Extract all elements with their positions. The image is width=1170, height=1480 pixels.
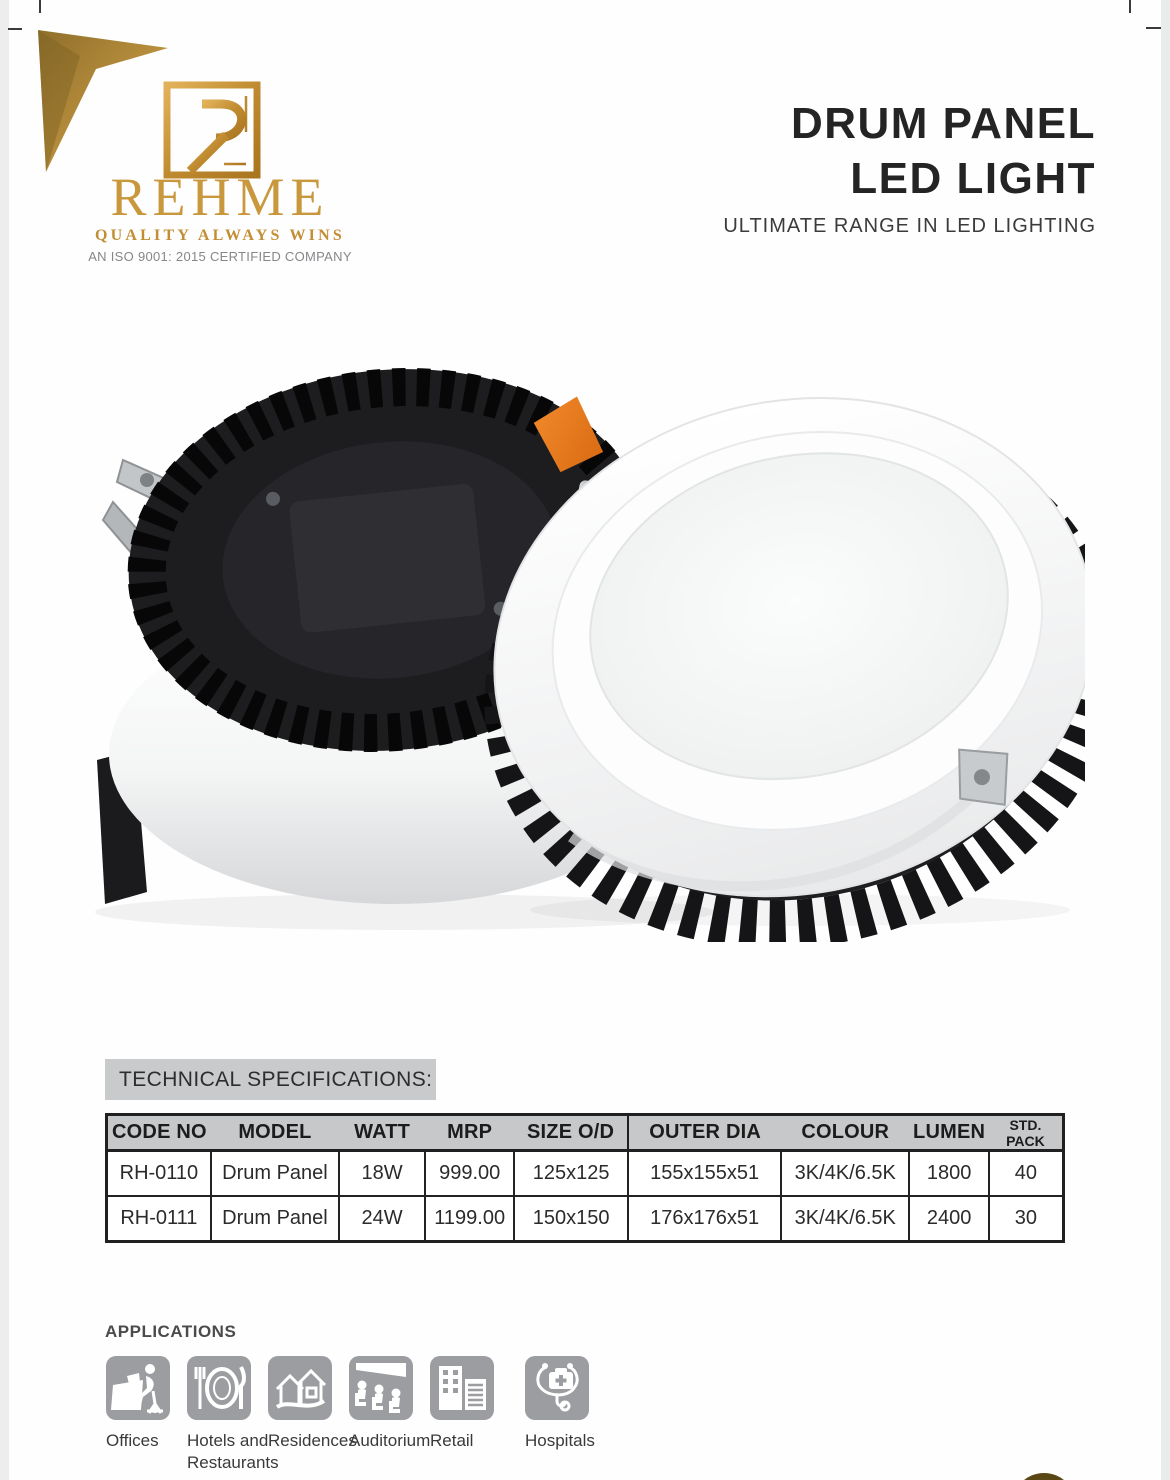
spec-cell: 155x155x51 <box>627 1149 783 1197</box>
applications-section: APPLICATIONS Offices <box>105 1322 825 1480</box>
product-title-line2: LED LIGHT <box>850 154 1096 203</box>
application-offices: Offices <box>105 1355 171 1480</box>
product-subtitle: ULTIMATE RANGE IN LED LIGHTING <box>723 215 1096 237</box>
auditorium-seats-icon <box>349 1356 413 1420</box>
spec-cell: RH-0110 <box>105 1149 212 1197</box>
crop-mark <box>1129 0 1131 13</box>
office-desk-icon <box>106 1356 170 1420</box>
table-row: RH-0111 Drum Panel 24W 1199.00 150x150 1… <box>105 1195 1065 1243</box>
crop-mark <box>1146 27 1161 29</box>
table-header-row: CODE NO MODEL WATT MRP SIZE O/D OUTER DI… <box>106 1114 1064 1152</box>
spec-cell: 150x150 <box>513 1195 630 1243</box>
product-title-line1: DRUM PANEL <box>790 99 1096 148</box>
applications-heading: APPLICATIONS <box>105 1322 237 1341</box>
retail-buildings-icon <box>430 1356 494 1420</box>
spec-cell: 1800 <box>908 1149 990 1197</box>
spec-cell: 1199.00 <box>424 1195 516 1243</box>
spec-cell: 3K/4K/6.5K <box>780 1149 911 1197</box>
spec-cell: Drum Panel <box>209 1195 341 1243</box>
specs-heading: TECHNICAL SPECIFICATIONS: <box>105 1059 436 1100</box>
spec-cell: RH-0111 <box>105 1195 212 1243</box>
gold-circle-graphic <box>1012 1473 1076 1480</box>
table-row: RH-0110 Drum Panel 18W 999.00 125x125 15… <box>105 1149 1065 1197</box>
spec-column-header: COLOUR <box>781 1114 910 1152</box>
stethoscope-icon <box>525 1356 589 1420</box>
application-label: Auditorium <box>349 1431 431 1450</box>
application-label: Hotels and Restaurants <box>187 1431 279 1473</box>
rehme-monogram-icon <box>163 81 261 179</box>
product-photo <box>95 368 1085 942</box>
spec-column-header: CODE NO <box>106 1114 211 1152</box>
crop-mark <box>39 0 41 13</box>
spec-column-header: SIZE O/D <box>514 1114 629 1152</box>
application-residences: Residences <box>267 1355 357 1480</box>
application-hotels-restaurants: Hotels and Restaurants <box>186 1355 279 1480</box>
spec-column-header: OUTER DIA <box>627 1114 782 1152</box>
houses-icon <box>268 1356 332 1420</box>
specifications-table: CODE NO MODEL WATT MRP SIZE O/D OUTER DI… <box>105 1113 1065 1243</box>
scan-edge-left <box>0 0 9 1480</box>
spec-cell: 30 <box>987 1195 1065 1243</box>
brand-name: REHME <box>110 167 330 227</box>
spec-cell: 176x176x51 <box>627 1195 783 1243</box>
spec-column-header: WATT <box>339 1114 426 1152</box>
application-label: Residences <box>268 1431 357 1450</box>
spec-cell: 24W <box>338 1195 427 1243</box>
spec-cell: 3K/4K/6.5K <box>780 1195 911 1243</box>
spec-cell: 2400 <box>908 1195 990 1243</box>
crop-mark <box>8 28 22 30</box>
spec-cell: 125x125 <box>513 1149 630 1197</box>
application-auditorium: Auditorium <box>348 1355 430 1480</box>
spec-column-header: MRP <box>425 1114 515 1152</box>
led-fixture-front-view <box>484 396 1085 942</box>
spec-column-header: STD. PACK <box>988 1114 1064 1152</box>
spec-cell: 40 <box>987 1149 1065 1197</box>
spec-cell: 18W <box>338 1149 427 1197</box>
application-label: Retail <box>430 1431 474 1450</box>
spec-cell: 999.00 <box>424 1149 516 1197</box>
application-label: Hospitals <box>525 1431 595 1450</box>
spec-column-header: LUMEN <box>909 1114 989 1152</box>
brand-certification: AN ISO 9001: 2015 CERTIFIED COMPANY <box>88 249 352 264</box>
gold-ribbon-graphic <box>38 30 168 172</box>
brand-tagline: QUALITY ALWAYS WINS <box>95 227 345 244</box>
spec-cell: Drum Panel <box>209 1149 341 1197</box>
fork-plate-knife-icon <box>187 1356 251 1420</box>
applications-row: Offices Hotels and Restaurants <box>105 1355 825 1480</box>
application-hospitals: Hospitals <box>524 1355 595 1480</box>
application-retail: Retail <box>429 1355 495 1480</box>
scan-edge-right <box>1161 0 1170 1480</box>
spec-column-header: MODEL <box>210 1114 340 1152</box>
product-title-block: DRUM PANEL LED LIGHT ULTIMATE RANGE IN L… <box>723 96 1096 238</box>
application-label: Offices <box>106 1431 159 1450</box>
